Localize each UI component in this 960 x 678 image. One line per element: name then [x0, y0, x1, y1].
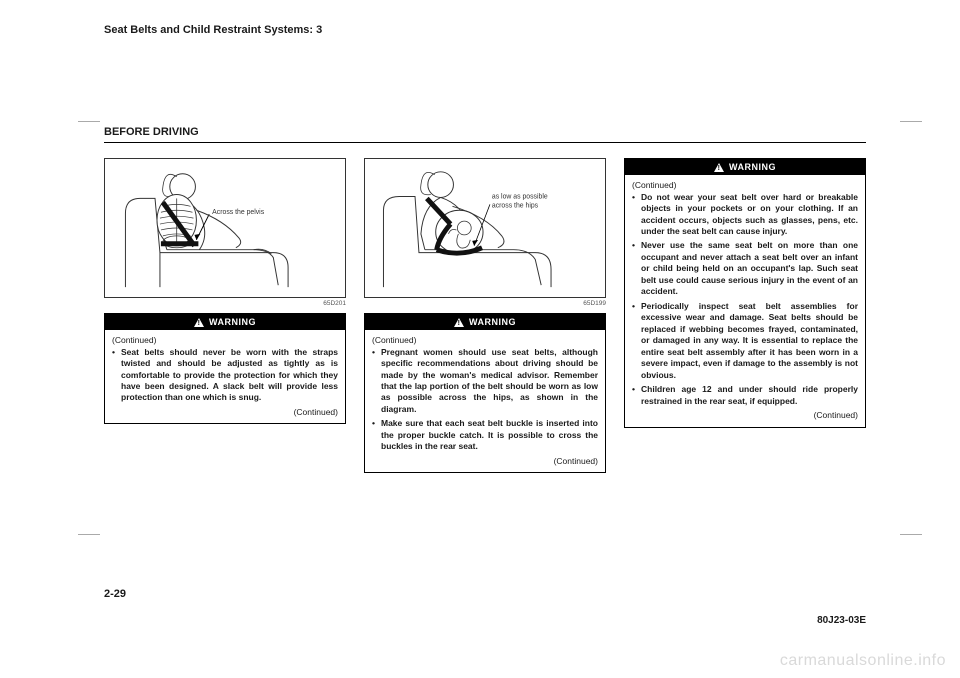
- continued-label: (Continued): [372, 335, 598, 346]
- warning-item: Children age 12 and under should ride pr…: [632, 384, 858, 407]
- content-columns: Across the pelvis 65D201 WARNING (Contin…: [104, 158, 866, 473]
- column-1: Across the pelvis 65D201 WARNING (Contin…: [104, 158, 346, 473]
- warning-box-1: WARNING (Continued) Seat belts should ne…: [104, 313, 346, 424]
- section-title: BEFORE DRIVING: [104, 126, 199, 138]
- warning-item: Seat belts should never be worn with the…: [112, 347, 338, 404]
- warning-header: WARNING: [625, 159, 865, 175]
- column-3: WARNING (Continued) Do not wear your sea…: [624, 158, 866, 473]
- warning-item: Do not wear your seat belt over hard or …: [632, 192, 858, 238]
- warning-icon: [454, 318, 464, 327]
- warning-item: Periodically inspect seat belt assemblie…: [632, 301, 858, 381]
- figure-label-1: as low as possible: [492, 193, 548, 200]
- warning-box-2: WARNING (Continued) Pregnant women shoul…: [364, 313, 606, 473]
- crop-mark: [900, 534, 922, 542]
- watermark: carmanualsonline.info: [780, 652, 946, 670]
- warning-icon: [714, 163, 724, 172]
- continued-label: (Continued): [112, 335, 338, 346]
- column-2: as low as possible across the hips 65D19…: [364, 158, 606, 473]
- document-code: 80J23-03E: [817, 615, 866, 626]
- figure-code: 65D199: [364, 300, 606, 307]
- figure-label-2: across the hips: [492, 202, 539, 209]
- warning-body: (Continued) Seat belts should never be w…: [105, 330, 345, 423]
- warning-body: (Continued) Do not wear your seat belt o…: [625, 175, 865, 426]
- warning-body: (Continued) Pregnant women should use se…: [365, 330, 605, 472]
- warning-item: Never use the same seat belt on more tha…: [632, 240, 858, 297]
- figure-label: Across the pelvis: [212, 209, 265, 216]
- continued-trail: (Continued): [112, 407, 338, 418]
- warning-box-3: WARNING (Continued) Do not wear your sea…: [624, 158, 866, 428]
- figure-pelvis: Across the pelvis: [104, 158, 346, 298]
- warning-title: WARNING: [729, 161, 776, 173]
- crop-mark: [78, 534, 100, 542]
- warning-icon: [194, 318, 204, 327]
- crop-mark: [900, 114, 922, 122]
- figure-hips: as low as possible across the hips: [364, 158, 606, 298]
- warning-header: WARNING: [365, 314, 605, 330]
- warning-item: Pregnant women should use seat belts, al…: [372, 347, 598, 416]
- continued-label: (Continued): [632, 180, 858, 191]
- warning-header: WARNING: [105, 314, 345, 330]
- header-top: Seat Belts and Child Restraint Systems: …: [104, 24, 322, 36]
- section-rule: [104, 142, 866, 143]
- page: Seat Belts and Child Restraint Systems: …: [0, 0, 960, 678]
- figure-code: 65D201: [104, 300, 346, 307]
- continued-trail: (Continued): [632, 410, 858, 421]
- page-number: 2-29: [104, 588, 126, 600]
- warning-title: WARNING: [469, 316, 516, 328]
- warning-item: Make sure that each seat belt buckle is …: [372, 418, 598, 452]
- continued-trail: (Continued): [372, 456, 598, 467]
- crop-mark: [78, 114, 100, 122]
- warning-title: WARNING: [209, 316, 256, 328]
